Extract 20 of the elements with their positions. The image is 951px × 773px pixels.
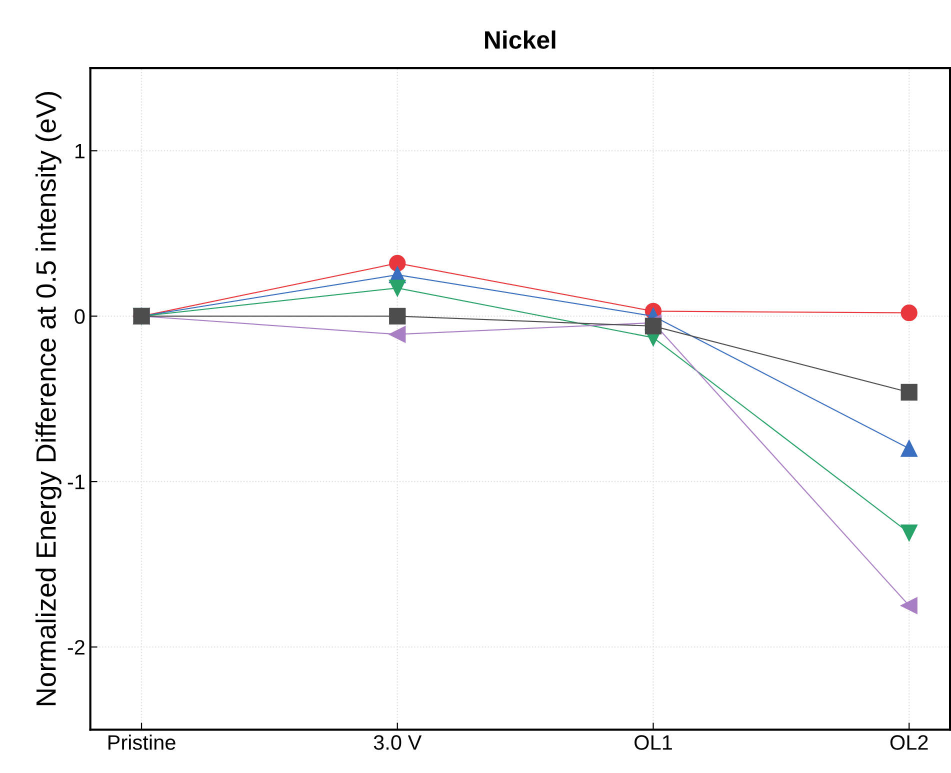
y-axis-title: Normalized Energy Difference at 0.5 intensity (eV) — [36, 92, 62, 706]
point — [900, 440, 918, 457]
point — [389, 326, 406, 343]
x-tick-label: OL1 — [634, 735, 672, 750]
point — [900, 304, 918, 322]
y-tick-label: -2 — [68, 640, 84, 655]
point — [900, 384, 918, 401]
chart-title: Nickel — [485, 30, 556, 49]
y-tick-label: -1 — [68, 474, 84, 490]
x-tick-label: 3.0 V — [374, 735, 422, 750]
point — [644, 318, 662, 334]
x-tick-label: Pristine — [108, 734, 176, 750]
point — [900, 597, 918, 614]
x-tick-label: OL2 — [890, 735, 928, 750]
point — [389, 254, 406, 272]
point — [900, 524, 918, 542]
point — [389, 308, 406, 324]
y-tick-label: 0 — [74, 309, 85, 324]
point — [389, 280, 406, 296]
y-tick-label: 1 — [75, 144, 84, 158]
